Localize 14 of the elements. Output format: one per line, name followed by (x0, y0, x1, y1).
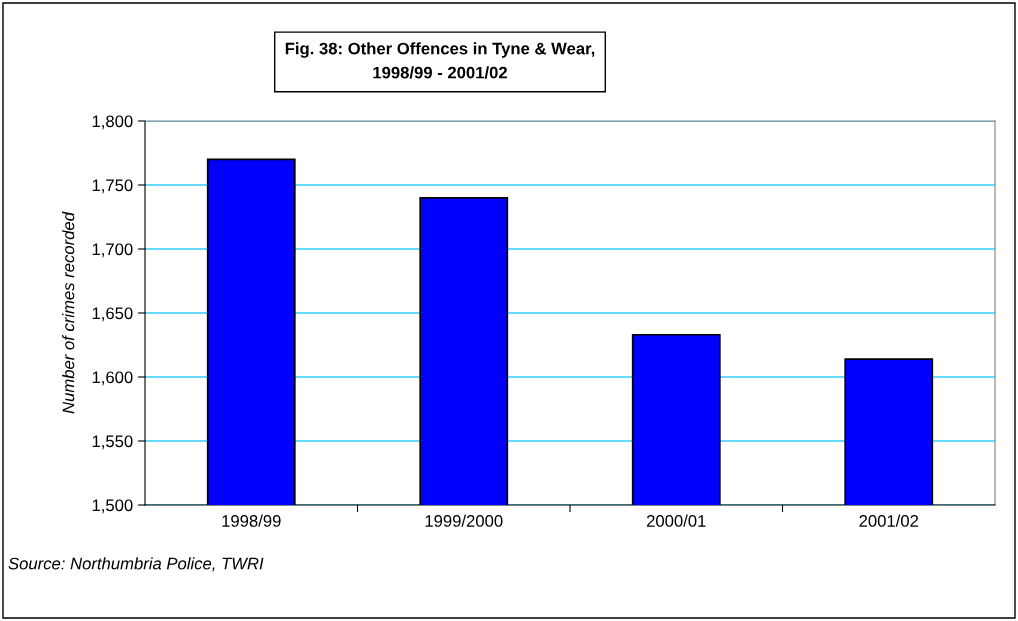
x-tick-label: 1998/99 (222, 514, 281, 527)
x-tick-label: 2000/01 (646, 514, 706, 527)
y-tick-label: 1,500 (92, 499, 133, 514)
x-tick-label: 2001/02 (859, 514, 919, 527)
y-tick-label: 1,600 (92, 371, 133, 386)
source-note: Source: Northumbria Police, TWRI (8, 557, 264, 572)
y-tick-label: 1,800 (92, 115, 133, 130)
y-axis-title: Number of crimes recorded (62, 211, 75, 414)
y-tick-label: 1,700 (92, 243, 133, 258)
y-tick-label: 1,750 (92, 179, 133, 194)
x-tick-label: 1999/2000 (425, 514, 503, 527)
y-tick-label: 1,550 (92, 435, 133, 450)
chart-title: Fig. 38: Other Offences in Tyne & Wear, 1998/99 - 2001/02 (285, 42, 595, 79)
y-tick-label: 1,650 (92, 307, 133, 322)
